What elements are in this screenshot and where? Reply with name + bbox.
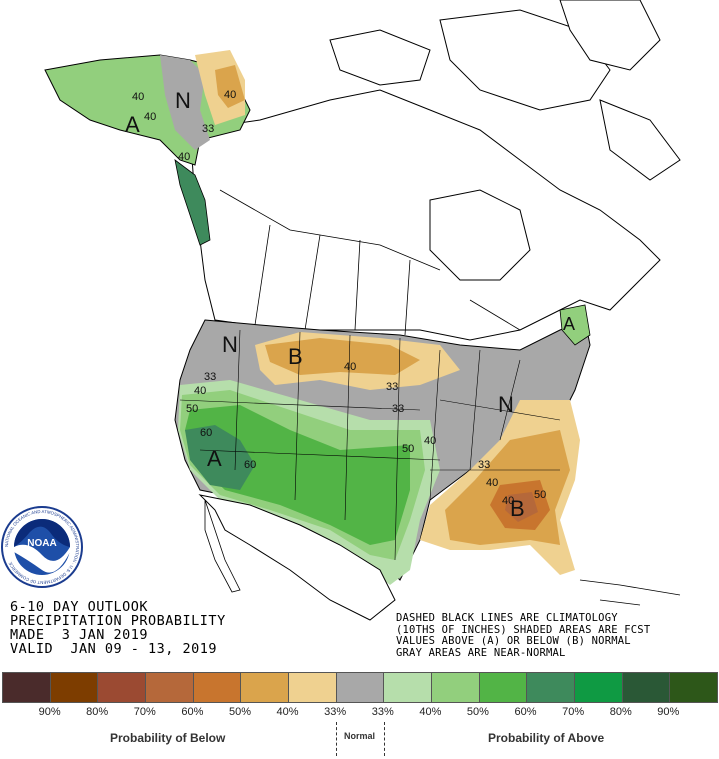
canada-land bbox=[189, 89, 661, 341]
contour-label: 40 bbox=[194, 385, 206, 397]
legend-swatch bbox=[336, 673, 385, 702]
alaska-gray bbox=[160, 55, 210, 150]
hudson-bay bbox=[429, 189, 531, 281]
note-line-4: GRAY AREAS ARE NEAR-NORMAL bbox=[396, 646, 566, 659]
map-letter-pacific-nw-n: N bbox=[222, 332, 238, 357]
legend-label: 50% bbox=[228, 706, 251, 718]
legend-swatch bbox=[622, 673, 671, 702]
legend-swatch bbox=[289, 673, 337, 702]
new-england-green bbox=[559, 304, 591, 346]
legend-label: 40% bbox=[419, 706, 442, 718]
legend-swatch bbox=[384, 673, 433, 702]
legend-label: 70% bbox=[133, 706, 156, 718]
legend-swatch bbox=[527, 673, 576, 702]
map-letter-north-plains-b: B bbox=[288, 344, 303, 369]
contour-label: 40 bbox=[144, 111, 156, 123]
state-lines bbox=[179, 329, 561, 561]
legend-label: 33% bbox=[324, 706, 347, 718]
legend-label: 50% bbox=[466, 706, 489, 718]
legend-swatch bbox=[50, 673, 99, 702]
title-line-3: MADE 3 JAN 2019 bbox=[10, 627, 149, 643]
contour-label: 40 bbox=[424, 435, 436, 447]
outlook-title: 6-10 DAY OUTLOOK PRECIPITATION PROBABILIT… bbox=[10, 600, 226, 656]
map-letter-alaska-a: A bbox=[125, 112, 140, 137]
legend-label: 60% bbox=[514, 706, 537, 718]
legend-label: 33% bbox=[371, 706, 394, 718]
noaa-logo-text: NOAA bbox=[27, 538, 56, 549]
legend-label: 40% bbox=[276, 706, 299, 718]
normal-divider-left bbox=[336, 722, 337, 756]
alaska-coast-strip bbox=[174, 159, 211, 246]
southwest-green bbox=[185, 405, 410, 545]
legend-label: 90% bbox=[38, 706, 61, 718]
contour-label: 40 bbox=[178, 151, 190, 163]
legend-swatch bbox=[241, 673, 290, 702]
contour-label: 33 bbox=[478, 459, 490, 471]
map-letter-southeast-b: B bbox=[510, 496, 525, 521]
title-line-2: PRECIPITATION PROBABILITY bbox=[10, 613, 226, 629]
note-line-1: DASHED BLACK LINES ARE CLIMATOLOGY bbox=[396, 612, 618, 624]
caribbean-islands bbox=[579, 579, 681, 606]
california-dark-green bbox=[185, 425, 255, 490]
legend-label: 60% bbox=[181, 706, 204, 718]
contour-label: 33 bbox=[386, 381, 398, 393]
legend-swatch bbox=[575, 673, 623, 702]
map-notes: DASHED BLACK LINES ARE CLIMATOLOGY (10THS… bbox=[396, 612, 651, 659]
alaska-tan-dark bbox=[215, 65, 245, 108]
legend-caption-normal: Normal bbox=[344, 731, 376, 741]
outlook-map: N A B N A N B A 40 40 40 33 40 40 33 33 … bbox=[1, 0, 681, 621]
contour-label: 50 bbox=[186, 403, 198, 415]
title-line-1: 6-10 DAY OUTLOOK bbox=[10, 599, 149, 615]
legend-caption-above: Probability of Above bbox=[488, 731, 605, 745]
map-letter-new-england-a: A bbox=[563, 314, 575, 334]
map-letter-alaska-n: N bbox=[175, 88, 191, 113]
contour-label: 60 bbox=[244, 459, 256, 471]
legend-swatch bbox=[479, 673, 528, 702]
contour-label: 40 bbox=[132, 91, 144, 103]
contour-label: 40 bbox=[224, 89, 236, 101]
legend-percent-labels: 90% 80% 70% 60% 50% 40% 33% 33% 40% 50% 60% 70% 80% 9… bbox=[2, 706, 716, 718]
contour-label: 33 bbox=[204, 371, 216, 383]
legend-swatch bbox=[193, 673, 242, 702]
southeast-dark-brown bbox=[505, 492, 538, 522]
legend-color-bar bbox=[2, 672, 718, 703]
note-line-3: VALUES ABOVE (A) OR BELOW (B) NORMAL bbox=[396, 635, 631, 647]
contour-label: 50 bbox=[402, 443, 414, 455]
contour-label: 50 bbox=[534, 489, 546, 501]
north-plains-tan-dark bbox=[265, 338, 420, 375]
legend-swatch bbox=[98, 673, 147, 702]
map-letter-california-a: A bbox=[207, 446, 222, 471]
noaa-logo: NOAA NATIONAL OCEANIC AND ATMOSPHERIC AD… bbox=[1, 506, 83, 588]
contour-label: 40 bbox=[502, 495, 514, 507]
legend-swatch bbox=[146, 673, 194, 702]
contour-label: 33 bbox=[202, 123, 214, 135]
legend-label: 80% bbox=[609, 706, 632, 718]
greenland-edge bbox=[559, 0, 661, 71]
legend-label: 90% bbox=[657, 706, 680, 718]
legend-label: 70% bbox=[562, 706, 585, 718]
normal-divider-right bbox=[384, 722, 385, 756]
contour-label: 60 bbox=[200, 427, 212, 439]
contour-label: 33 bbox=[392, 403, 404, 415]
legend-swatch bbox=[670, 673, 718, 702]
legend-swatch bbox=[432, 673, 480, 702]
legend-caption-below: Probability of Below bbox=[110, 731, 226, 745]
contour-label: 40 bbox=[486, 477, 498, 489]
legend-swatch bbox=[3, 673, 51, 702]
title-line-4: VALID JAN 09 - 13, 2019 bbox=[10, 641, 218, 657]
note-line-2: (10THS OF INCHES) SHADED AREAS ARE FCST bbox=[396, 623, 651, 636]
contour-label: 40 bbox=[344, 361, 356, 373]
baja bbox=[204, 499, 241, 593]
mexico-outline bbox=[198, 494, 396, 621]
legend-label: 80% bbox=[86, 706, 109, 718]
province-lines bbox=[219, 189, 521, 336]
contour-labels: 40 40 40 33 40 40 33 33 40 50 60 60 33 4… bbox=[132, 89, 546, 507]
map-letter-ohio-valley-n: N bbox=[498, 392, 514, 417]
